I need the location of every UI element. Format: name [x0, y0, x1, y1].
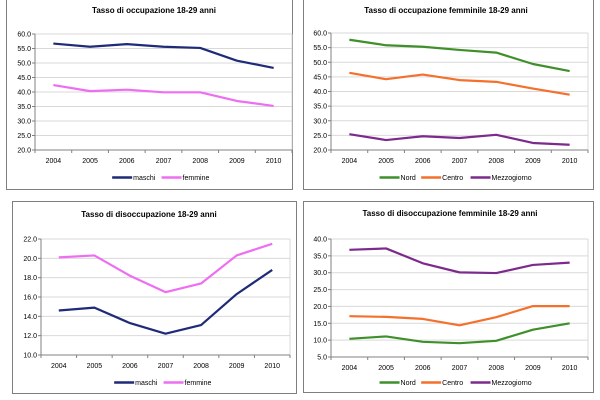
- legend-label-nord: Nord: [401, 380, 416, 387]
- x-tick-label: 2004: [51, 363, 67, 370]
- y-tick-label: 25.0: [17, 133, 31, 140]
- x-tick-label: 2010: [266, 158, 282, 165]
- y-tick-label: 30.0: [313, 118, 327, 125]
- x-tick-label: 2007: [452, 365, 468, 372]
- y-tick-label: 55.0: [313, 45, 327, 52]
- x-tick-label: 2007: [452, 158, 468, 165]
- x-tick-label: 2010: [562, 158, 578, 165]
- chart-panel-occupazione-femminile: Tasso di occupazione femminile 18-29 ann…: [303, 0, 594, 190]
- y-tick-label: 12.0: [23, 333, 37, 340]
- legend-label-centro: Centro: [442, 175, 463, 182]
- y-tick-label: 40.0: [313, 237, 327, 244]
- y-tick-label: 20.0: [23, 256, 37, 263]
- x-tick-label: 2005: [378, 158, 394, 165]
- x-tick-label: 2006: [415, 365, 431, 372]
- legend: Nord Centro Mezzogiorno: [379, 175, 532, 182]
- legend-label-femmine: femmine: [185, 380, 212, 387]
- series-line-femmine: [58, 242, 273, 294]
- y-tick-label: 25.0: [313, 133, 327, 140]
- y-tick-label: 16.0: [23, 295, 37, 302]
- x-tick-label: 2006: [415, 158, 431, 165]
- y-tick-label: 40.0: [17, 90, 31, 97]
- chart-title: Tasso di occupazione femminile 18-29 ann…: [364, 6, 527, 15]
- legend-label-maschi: maschi: [135, 380, 158, 387]
- x-tick-label: 2005: [378, 365, 394, 372]
- y-tick-label: 10.0: [23, 353, 37, 360]
- chart-title: Tasso di disoccupazione 18-29 anni: [81, 210, 216, 219]
- legend: Nord Centro Mezzogiorno: [379, 380, 532, 387]
- y-tick-label: 14.0: [23, 314, 37, 321]
- y-tick-label: 20.0: [17, 148, 31, 155]
- x-tick-label: 2007: [158, 363, 174, 370]
- legend-label-femmine: femmine: [183, 175, 210, 182]
- x-tick-label: 2009: [229, 158, 245, 165]
- chart-panel-occupazione: Tasso di occupazione 18-29 anni 20.0 25.0…: [6, 0, 293, 190]
- series-line-femmine: [53, 83, 274, 108]
- x-tick-label: 2005: [82, 158, 98, 165]
- chart-occupazione-femminile-svg: Tasso di occupazione femminile 18-29 ann…: [313, 6, 589, 182]
- x-tick-label: 2006: [119, 158, 135, 165]
- x-tick-label: 2004: [342, 158, 358, 165]
- series-line-centro: [349, 71, 570, 96]
- y-tick-label: 50.0: [313, 60, 327, 67]
- x-tick-label: 2005: [87, 363, 103, 370]
- x-tick-label: 2010: [264, 363, 280, 370]
- x-tick-label: 2008: [193, 363, 209, 370]
- chart-panel-disoccupazione: Tasso di disoccupazione 18-29 anni 10.0 1…: [12, 201, 297, 394]
- chart-occupazione-svg: Tasso di occupazione 18-29 anni 20.0 25.0…: [17, 6, 293, 182]
- chart-title: Tasso di disoccupazione femminile 18-29 …: [362, 209, 537, 218]
- x-tick-label: 2008: [488, 365, 504, 372]
- y-tick-label: 25.0: [313, 287, 327, 294]
- legend: maschi femmine: [114, 380, 211, 387]
- y-tick-label: 35.0: [17, 104, 31, 111]
- y-tick-label: 60.0: [313, 31, 327, 38]
- y-tick-label: 22.0: [23, 237, 37, 244]
- legend-label-mezzogiorno: Mezzogiorno: [492, 175, 532, 182]
- x-tick-label: 2008: [488, 158, 504, 165]
- x-tick-label: 2006: [122, 363, 138, 370]
- y-tick-label: 60.0: [17, 32, 31, 39]
- x-tick-label: 2009: [525, 365, 541, 372]
- legend-label-nord: Nord: [401, 175, 416, 182]
- series-line-nord: [349, 322, 570, 345]
- legend-label-maschi: maschi: [133, 175, 156, 182]
- chart-disoccupazione-svg: Tasso di disoccupazione 18-29 anni 10.0 1…: [23, 210, 291, 387]
- y-tick-label: 40.0: [313, 89, 327, 96]
- y-tick-label: 35.0: [313, 104, 327, 111]
- y-tick-label: 20.0: [313, 304, 327, 311]
- x-tick-label: 2008: [192, 158, 208, 165]
- x-tick-label: 2009: [525, 158, 541, 165]
- x-tick-label: 2004: [342, 365, 358, 372]
- chart-disoccupazione-femminile-svg: Tasso di disoccupazione femminile 18-29 …: [313, 209, 589, 387]
- y-tick-label: 5.0: [317, 355, 327, 362]
- legend-label-centro: Centro: [442, 380, 463, 387]
- chart-panel-disoccupazione-femminile: Tasso di disoccupazione femminile 18-29 …: [303, 201, 594, 393]
- y-tick-label: 45.0: [313, 74, 327, 81]
- x-tick-label: 2004: [46, 158, 62, 165]
- x-tick-label: 2007: [156, 158, 172, 165]
- series-line-maschi: [53, 42, 274, 70]
- y-tick-label: 35.0: [313, 253, 327, 260]
- y-tick-label: 30.0: [313, 270, 327, 277]
- legend-label-mezzogiorno: Mezzogiorno: [492, 380, 532, 387]
- x-tick-label: 2010: [562, 365, 578, 372]
- y-tick-label: 55.0: [17, 46, 31, 53]
- x-tick-label: 2009: [229, 363, 245, 370]
- series-line-mezzogiorno: [349, 133, 570, 146]
- y-tick-label: 30.0: [17, 119, 31, 126]
- series-line-maschi: [58, 269, 273, 335]
- y-tick-label: 20.0: [313, 148, 327, 155]
- y-tick-label: 50.0: [17, 61, 31, 68]
- y-tick-label: 10.0: [313, 338, 327, 345]
- chart-title: Tasso di occupazione 18-29 anni: [92, 6, 216, 15]
- y-tick-label: 15.0: [313, 321, 327, 328]
- series-line-nord: [349, 38, 570, 73]
- y-tick-label: 18.0: [23, 275, 37, 282]
- legend: maschi femmine: [112, 175, 209, 182]
- y-tick-label: 45.0: [17, 75, 31, 82]
- series-line-centro: [349, 304, 570, 327]
- series-line-mezzogiorno: [349, 247, 570, 275]
